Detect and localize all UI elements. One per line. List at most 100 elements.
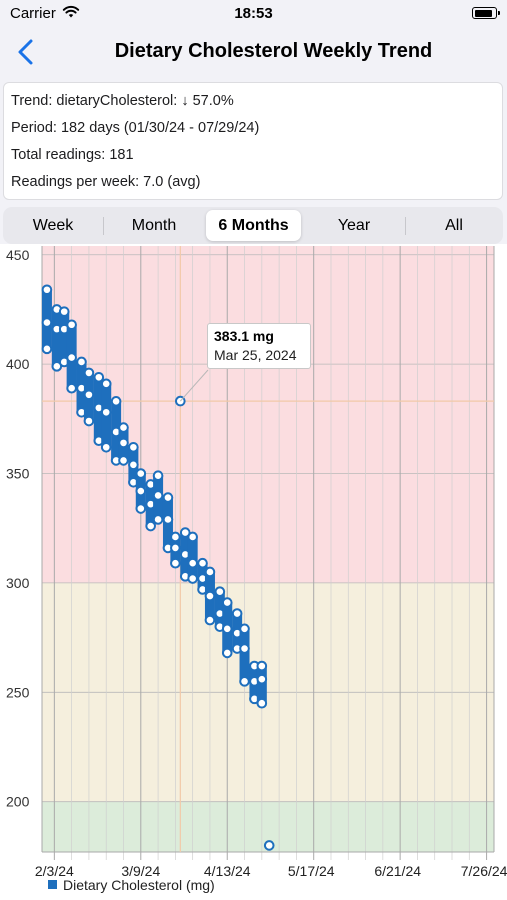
segment-divider: [405, 217, 406, 235]
range-bar: [239, 628, 250, 682]
data-point: [162, 514, 174, 525]
data-point: [239, 676, 250, 687]
segment-6-months[interactable]: 6 Months: [206, 210, 301, 241]
clock: 18:53: [234, 5, 273, 22]
y-tick-label: 300: [6, 575, 30, 591]
period-text: Period: 182 days (01/30/24 - 07/29/24): [11, 120, 260, 136]
segment-year[interactable]: Year: [337, 217, 371, 234]
data-point: [135, 503, 147, 514]
x-tick-label: 4/13/24: [204, 863, 251, 879]
data-point: [83, 367, 95, 379]
data-point: [58, 306, 70, 317]
data-point: [214, 586, 226, 597]
data-point: [221, 647, 233, 659]
data-point: [51, 361, 63, 372]
y-tick-label: 250: [6, 684, 30, 700]
data-point: [239, 623, 250, 635]
x-tick-label: 3/9/24: [121, 863, 160, 879]
data-point: [204, 566, 216, 578]
chart-area: 200 250 300 350 400 450 2/3/24 3/9/24 4/13/24 5/1…: [0, 244, 507, 900]
data-point: [221, 597, 233, 608]
data-point: [187, 557, 198, 569]
data-point: [179, 527, 191, 538]
data-point: [66, 352, 77, 363]
y-tick-label: 400: [6, 356, 30, 372]
data-point: [66, 319, 77, 331]
segment-week[interactable]: Week: [32, 217, 74, 234]
trend-chart[interactable]: 200 250 300 350 400 450 2/3/24 3/9/24 4/13/24 5/1…: [0, 244, 507, 900]
range-bar: [187, 536, 198, 579]
data-point: [41, 284, 53, 296]
data-point: [135, 485, 147, 497]
data-point: [170, 531, 181, 543]
data-point: [162, 492, 174, 503]
trend-text: Trend: dietaryCholesterol: ↓ 57.0%: [11, 93, 234, 109]
data-point: [118, 455, 129, 466]
data-point: [197, 557, 208, 569]
data-point: [76, 356, 87, 368]
data-point: [256, 660, 268, 672]
data-point: [145, 520, 156, 532]
legend-label: Dietary Cholesterol (mg): [63, 877, 215, 893]
data-point: [41, 317, 53, 328]
readings-per-week-text: Readings per week: 7.0 (avg): [11, 174, 201, 190]
data-point: [100, 441, 112, 453]
segment-divider: [103, 217, 104, 235]
page-title: Dietary Cholesterol Weekly Trend: [114, 40, 433, 62]
data-point: [135, 468, 147, 479]
data-point: [110, 396, 122, 407]
x-tick-label: 6/21/24: [374, 863, 421, 879]
data-point: [152, 470, 164, 482]
data-point: [128, 459, 139, 471]
segment-month[interactable]: Month: [131, 217, 177, 234]
data-point: [256, 697, 268, 709]
data-point: [152, 490, 164, 501]
segment-all[interactable]: All: [445, 217, 463, 234]
data-point: [118, 422, 129, 433]
data-point: [187, 573, 198, 584]
time-range-segmented-control: Week Month 6 Months Year All: [3, 207, 503, 244]
data-point: [93, 371, 105, 383]
data-point: [66, 382, 77, 394]
legend-swatch: [48, 880, 57, 889]
summary-card: Trend: dietaryCholesterol: ↓ 57.0% Perio…: [3, 82, 503, 200]
tooltip-leader: [179, 369, 209, 402]
data-point: [239, 643, 250, 654]
data-point: [128, 441, 139, 453]
data-point: [170, 542, 181, 554]
data-point: [118, 437, 129, 449]
x-tick-label: 7/26/24: [461, 863, 507, 879]
carrier-label: Carrier: [10, 5, 56, 22]
selection-tooltip: 383.1 mg Mar 25, 2024: [207, 323, 311, 369]
data-point: [204, 614, 216, 626]
data-point: [100, 406, 112, 418]
total-readings-text: Total readings: 181: [11, 147, 134, 163]
x-tick-label: 2/3/24: [35, 863, 74, 879]
y-tick-label: 450: [6, 247, 30, 263]
range-bar: [51, 309, 62, 367]
y-tick-label: 350: [6, 466, 30, 482]
wifi-icon: [62, 5, 80, 24]
data-point: [204, 590, 216, 602]
tooltip-date: Mar 25, 2024: [214, 347, 297, 363]
status-bar: Carrier 18:53: [0, 0, 507, 26]
data-point: [170, 557, 181, 569]
data-point: [152, 514, 164, 525]
x-tick-label: 5/17/24: [288, 863, 335, 879]
data-point: [187, 531, 198, 543]
data-point: [100, 378, 112, 390]
data-point: [256, 673, 268, 685]
chevron-left-icon: [18, 39, 33, 65]
data-point: [83, 415, 95, 427]
data-point: [83, 389, 95, 401]
data-point: [263, 840, 275, 851]
battery-icon: [472, 7, 500, 19]
y-tick-label: 200: [6, 794, 30, 810]
data-point: [41, 343, 53, 355]
navigation-bar: Dietary Cholesterol Weekly Trend: [0, 26, 507, 78]
back-button[interactable]: [14, 38, 40, 66]
range-bar: [59, 311, 70, 362]
data-point: [221, 623, 233, 635]
tooltip-value: 383.1 mg: [214, 328, 274, 344]
chart-legend: Dietary Cholesterol (mg): [48, 877, 215, 893]
